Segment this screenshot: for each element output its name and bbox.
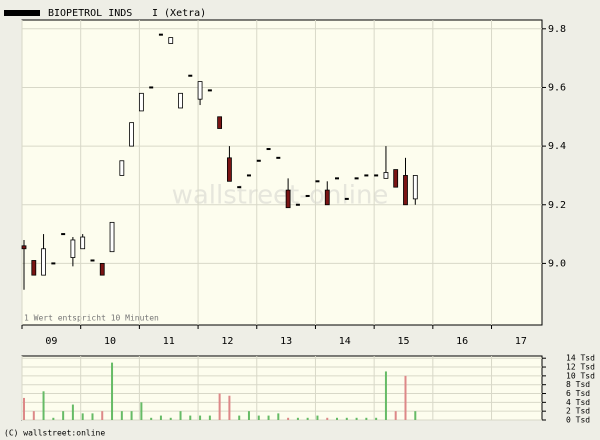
volume-bar	[365, 417, 368, 420]
volume-bar	[23, 397, 25, 420]
volume-bar	[257, 415, 260, 420]
candle-body	[178, 92, 183, 109]
candle-body	[119, 160, 125, 176]
candle-body	[138, 92, 144, 112]
y2-tick-label: 2 Tsd	[566, 407, 590, 416]
volume-bar	[384, 371, 387, 420]
candle-body	[285, 189, 291, 209]
volume-bar	[189, 415, 192, 420]
volume-bar	[140, 402, 143, 420]
candle-body	[217, 116, 223, 129]
x-tick-label: 16	[456, 336, 468, 347]
volume-bar	[375, 417, 378, 420]
candle-body	[227, 157, 232, 182]
volume-bar	[91, 413, 94, 420]
volume-bar	[159, 415, 162, 420]
y-tick-label: 9.8	[548, 24, 566, 35]
volume-bar	[414, 411, 417, 420]
volume-bar	[345, 417, 348, 420]
volume-bar	[208, 415, 211, 420]
y2-tick-label: 8 Tsd	[566, 380, 590, 389]
candle-body	[41, 248, 46, 276]
candle-body	[21, 245, 27, 250]
x-tick-label: 09	[45, 336, 57, 347]
x-tick-label: 15	[397, 336, 409, 347]
volume-bar	[120, 411, 123, 420]
y-tick-label: 9.0	[548, 258, 566, 269]
volume-bar	[306, 417, 309, 420]
candle-body	[109, 221, 115, 253]
candle-body	[129, 122, 134, 147]
chart-subtitle: I (Xetra)	[152, 8, 206, 19]
y-tick-label: 9.4	[548, 141, 566, 152]
volume-bar	[42, 391, 45, 420]
volume-bar	[218, 393, 221, 420]
x-tick-label: 12	[221, 336, 233, 347]
volume-bar	[287, 417, 290, 420]
candle-body	[412, 175, 418, 200]
volume-bar	[169, 417, 172, 420]
volume-bar	[130, 411, 133, 420]
volume-bar	[111, 362, 114, 420]
candle-body	[99, 263, 105, 276]
volume-bar	[228, 395, 231, 420]
candle-body	[168, 37, 174, 44]
volume-bar	[267, 415, 270, 420]
volume-bar	[150, 417, 153, 420]
y2-tick-label: 4 Tsd	[566, 398, 590, 407]
volume-bar	[81, 413, 84, 420]
volume-bar	[238, 415, 241, 420]
volume-bar	[71, 404, 74, 420]
volume-bar	[277, 413, 280, 420]
candle-body	[31, 260, 37, 276]
y2-tick-label: 6 Tsd	[566, 389, 590, 398]
volume-panel	[21, 355, 543, 421]
volume-bar	[62, 411, 65, 420]
volume-bar	[199, 415, 202, 420]
candle-body	[383, 172, 389, 179]
candle-body	[403, 175, 408, 206]
candle-body	[393, 169, 399, 188]
volume-bar	[32, 411, 35, 420]
volume-bar	[326, 417, 329, 420]
volume-bar	[355, 417, 358, 420]
y2-tick-label: 10 Tsd	[566, 371, 595, 380]
price-panel	[21, 19, 543, 326]
y2-tick-label: 12 Tsd	[566, 363, 595, 372]
y-tick-label: 9.6	[548, 82, 566, 93]
x-tick-label: 14	[339, 336, 351, 347]
volume-bar	[101, 411, 104, 420]
legend-swatch	[4, 10, 40, 16]
chart-title: BIOPETROL INDS	[48, 8, 132, 19]
volume-bar	[52, 417, 55, 420]
y2-tick-label: 14 Tsd	[566, 354, 595, 363]
candle-body	[324, 189, 330, 206]
watermark: wallstreet-online	[172, 181, 389, 211]
candle-body	[70, 239, 76, 258]
volume-bar	[394, 411, 397, 420]
volume-bar	[247, 411, 250, 420]
footer: (C) wallstreet:online	[4, 429, 105, 438]
candle-body	[197, 81, 203, 100]
volume-bar	[404, 375, 407, 420]
volume-bar	[179, 411, 182, 420]
y-tick-label: 9.2	[548, 200, 566, 211]
y2-tick-label: 0 Tsd	[566, 416, 590, 425]
candle-body	[80, 236, 86, 250]
volume-bar	[335, 417, 338, 420]
volume-bar	[296, 417, 299, 420]
volume-bar	[316, 415, 319, 420]
x-tick-label: 10	[104, 336, 116, 347]
x-tick-label: 17	[515, 336, 527, 347]
annotation: 1 Wert entspricht 10 Minuten	[24, 314, 159, 323]
x-tick-label: 13	[280, 336, 292, 347]
x-tick-label: 11	[163, 336, 175, 347]
